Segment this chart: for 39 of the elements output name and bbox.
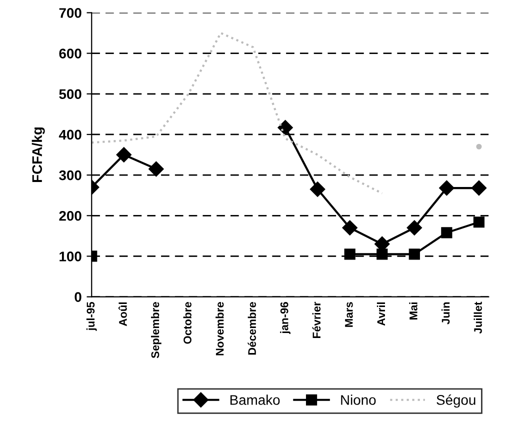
point [342, 220, 358, 236]
point [476, 144, 482, 150]
point [408, 248, 420, 260]
x-tick-label: Octobre [183, 302, 192, 344]
y-tick-label: 0 [74, 292, 82, 302]
point [439, 180, 454, 196]
x-tick-label: Mars [345, 302, 353, 327]
point [344, 248, 356, 260]
point [471, 180, 487, 196]
x-tick-label: Février [312, 302, 321, 338]
x-tick-label: Novembre [216, 302, 224, 356]
x-tick-label: Juillet [474, 302, 482, 334]
point [406, 220, 422, 236]
x-tick-label: jul-95 [86, 302, 97, 331]
x-tick-label: Décembre [248, 302, 256, 355]
y-tick-label: 100 [60, 252, 82, 262]
legend-label: Bamako [230, 394, 280, 405]
point [310, 182, 326, 197]
x-tick-label: Juin [442, 302, 450, 324]
y-axis-title: FCFA/kg [32, 128, 45, 182]
point [441, 227, 452, 238]
point [473, 216, 485, 228]
x-tick-label: Aoûl [118, 302, 127, 326]
y-tick-label: 600 [59, 48, 82, 58]
x-tick-label: Seplembre [150, 302, 162, 358]
point [148, 161, 164, 177]
point [278, 120, 293, 136]
x-tick-label: Avril [376, 302, 385, 326]
point [116, 147, 132, 162]
point [376, 248, 388, 260]
legend-label: Ségou [436, 394, 476, 408]
x-tick-label: Mai [409, 302, 418, 320]
y-tick-label: 400 [58, 130, 82, 140]
x-tick-label: jan-96 [280, 302, 290, 334]
legend-label: Niono [341, 394, 376, 405]
y-tick-label: 500 [59, 89, 82, 100]
y-tick-label: 700 [59, 8, 82, 18]
y-tick-label: 300 [59, 170, 82, 180]
y-tick-label: 200 [59, 210, 82, 221]
